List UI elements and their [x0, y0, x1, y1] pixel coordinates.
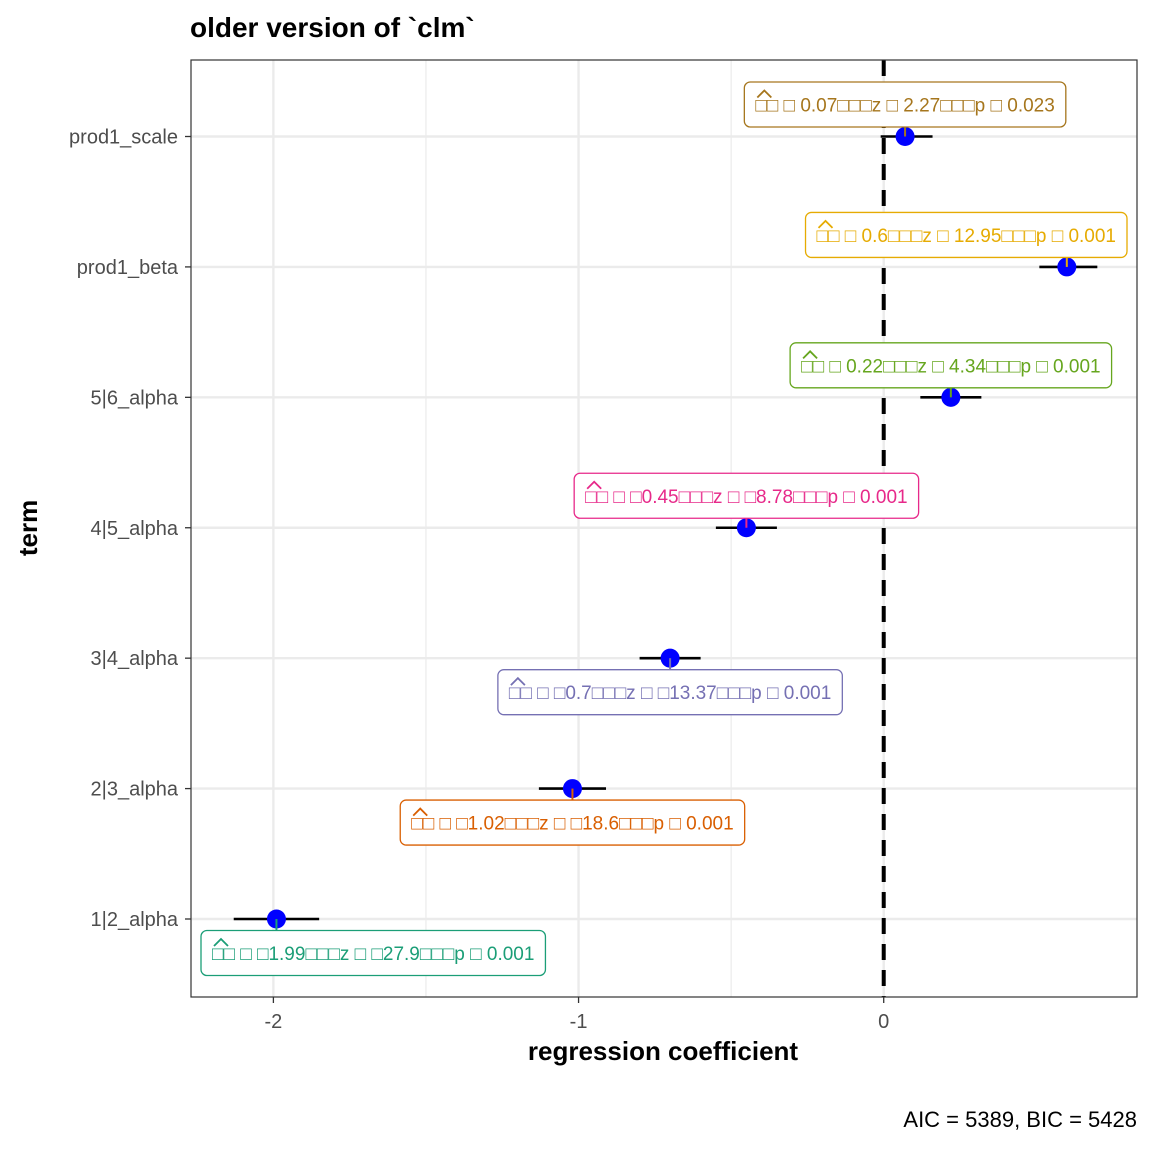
y-tick-label: prod1_scale — [69, 127, 178, 149]
x-tick-label: 0 — [878, 1011, 889, 1033]
y-axis-title: term — [13, 500, 43, 556]
beta-hat-accent — [510, 676, 526, 686]
estimate-label-text: □□ □ 0.07□□□z □ 2.27□□□p □ 0.023 — [755, 96, 1054, 117]
estimate-label-text: □□ □ □1.99□□□z □ □27.9□□□p □ 0.001 — [212, 944, 534, 965]
estimate-label: □□ □ □1.02□□□z □ □18.6□□□p □ 0.001 — [399, 788, 746, 846]
estimate-label: □□ □ 0.07□□□z □ 2.27□□□p □ 0.023 — [743, 81, 1067, 137]
chart-title: older version of `clm` — [190, 12, 475, 43]
estimate-label-box — [200, 929, 547, 977]
beta-hat-accent — [817, 219, 834, 229]
beta-hat-accent — [412, 807, 428, 817]
estimate-label: □□ □ 0.6□□□z □ 12.95□□□p □ 0.001 — [804, 211, 1128, 267]
beta-hat-accent — [756, 89, 772, 99]
y-tick-label: 2|3_alpha — [91, 779, 179, 801]
y-tick-label: 4|5_alpha — [91, 518, 179, 540]
estimate-label-box — [789, 342, 1113, 389]
y-tick-label: 3|4_alpha — [91, 648, 179, 670]
estimate-label-text: □□ □ □0.45□□□z □ □8.78□□□p □ 0.001 — [585, 487, 907, 508]
estimate-label-box — [497, 669, 843, 716]
estimate-label-text: □□ □ 0.22□□□z □ 4.34□□□p □ 0.001 — [801, 356, 1100, 377]
estimate-label: □□ □ 0.22□□□z □ 4.34□□□p □ 0.001 — [789, 342, 1113, 398]
estimate-label-text: □□ □ □1.02□□□z □ □18.6□□□p □ 0.001 — [411, 814, 733, 835]
beta-hat-accent — [586, 480, 602, 490]
estimate-label: □□ □ □0.45□□□z □ □8.78□□□p □ 0.001 — [573, 472, 920, 528]
x-axis-title: regression coefficient — [528, 1036, 799, 1066]
estimate-label-box — [573, 472, 920, 519]
estimate-label: □□ □ □1.99□□□z □ □27.9□□□p □ 0.001 — [200, 919, 547, 977]
x-tick-label: -1 — [570, 1011, 588, 1033]
x-axis-ticks: -2 -1 0 — [264, 997, 889, 1033]
beta-hat-accent — [213, 937, 229, 947]
plot-panel-border — [190, 59, 1138, 998]
estimate-label-box — [804, 211, 1128, 259]
estimate-label-box — [399, 799, 746, 846]
estimate-label-box — [743, 81, 1067, 128]
estimate-label: □□ □ □0.7□□□z □ □13.37□□□p □ 0.001 — [497, 658, 843, 716]
estimate-label-text: □□ □ 0.6□□□z □ 12.95□□□p □ 0.001 — [817, 226, 1116, 247]
x-tick-label: -2 — [264, 1011, 282, 1033]
model-fit-caption: AIC = 5389, BIC = 5428 — [903, 1107, 1137, 1132]
estimate-label-text: □□ □ □0.7□□□z □ □13.37□□□p □ 0.001 — [509, 683, 831, 704]
estimate-labels: □□ □ 0.07□□□z □ 2.27□□□p □ 0.023 □□ □ 0.6… — [200, 81, 1128, 977]
beta-hat-accent — [802, 350, 818, 359]
y-axis-ticks: prod1_scale prod1_beta 5|6_alpha 4|5_alpha 3… — [69, 127, 191, 931]
y-tick-label: 1|2_alpha — [91, 909, 179, 931]
y-tick-label: 5|6_alpha — [91, 387, 179, 409]
y-tick-label: prod1_beta — [77, 257, 179, 279]
